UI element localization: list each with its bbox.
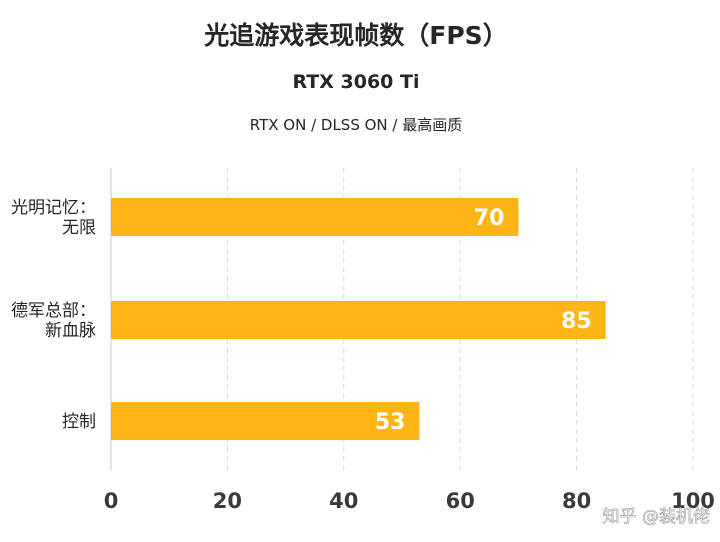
chart-caption: RTX ON / DLSS ON / 最高画质 (250, 116, 463, 134)
x-axis-ticks: 0 20 40 60 80 100 (104, 489, 715, 513)
category-label: 无限 (62, 218, 96, 238)
watermark: 知乎 @装机佬 (603, 507, 710, 527)
bar (111, 301, 606, 339)
x-tick-label: 100 (671, 489, 715, 513)
data-label: 53 (375, 410, 406, 435)
x-tick-label: 60 (446, 489, 475, 513)
x-tick-label: 20 (213, 489, 242, 513)
x-tick-label: 40 (329, 489, 358, 513)
category-label: 新血脉 (45, 321, 96, 341)
x-tick-label: 0 (104, 489, 119, 513)
bar (111, 402, 420, 440)
data-label: 70 (474, 206, 505, 231)
chart-title: 光追游戏表现帧数（FPS） (203, 21, 507, 50)
category-label: 控制 (62, 412, 96, 432)
bar (111, 198, 519, 236)
bars: 70 85 53 (111, 198, 606, 440)
category-label: 光明记忆： (11, 198, 96, 218)
chart-subtitle: RTX 3060 Ti (293, 71, 420, 93)
category-label: 德军总部： (11, 301, 96, 321)
x-tick-label: 80 (562, 489, 591, 513)
data-label: 85 (561, 309, 592, 334)
